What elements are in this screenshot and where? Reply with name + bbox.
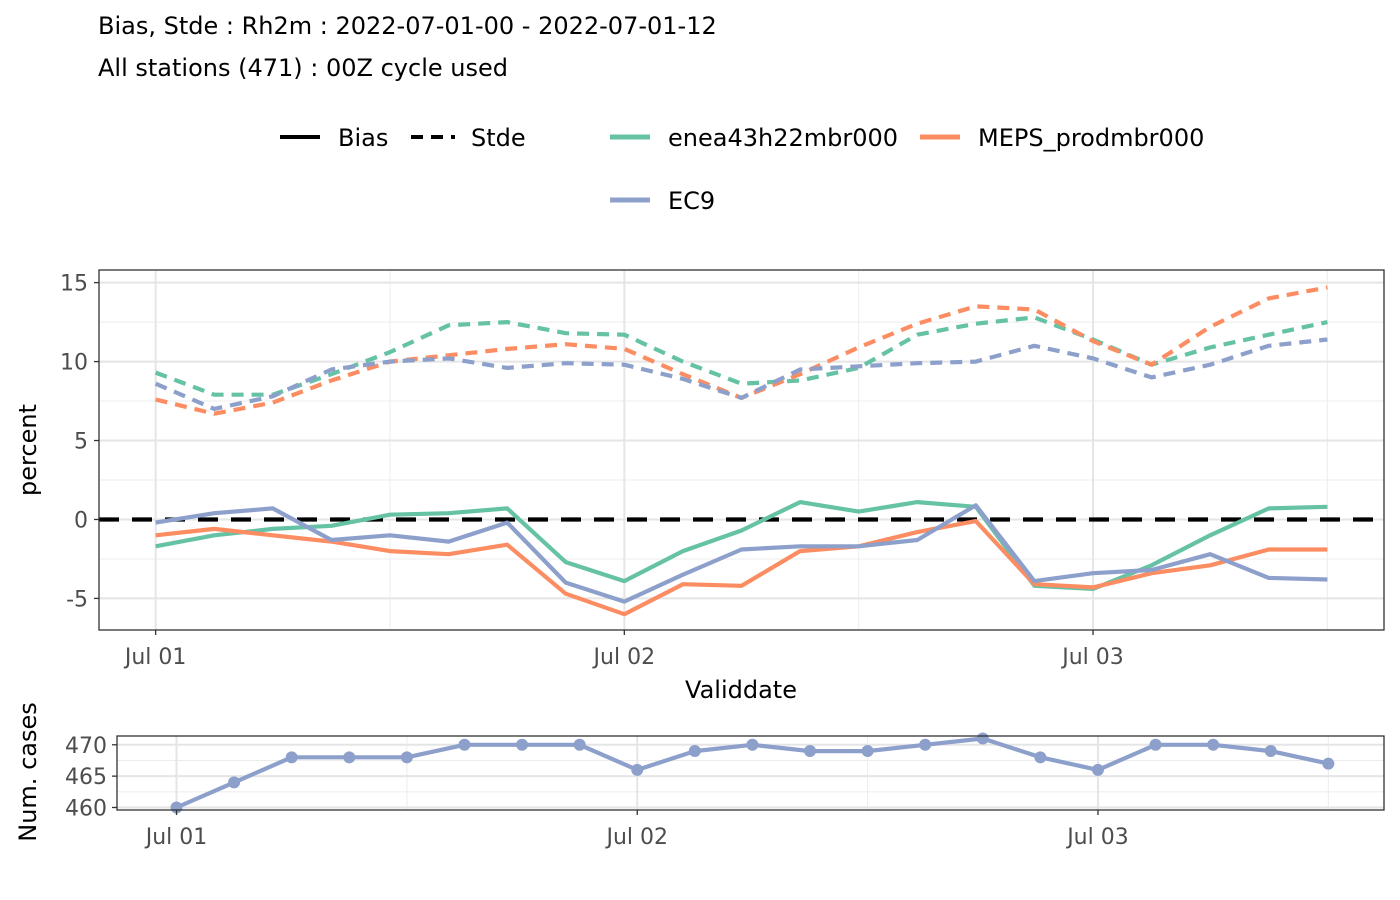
cases-plot-panel: 460 465 470 Jul 01 Jul 02 Jul 03 Num. cases (14, 702, 1385, 850)
cases-plot-border (116, 735, 1385, 811)
y-tick-label: 0 (74, 508, 88, 533)
legend-item-enea43h22mbr000: enea43h22mbr000 (610, 124, 898, 152)
main-x-axis: Jul 01 Jul 02 Jul 03 (123, 630, 1124, 670)
cases-point (516, 738, 529, 751)
legend-item-ec9: EC9 (610, 187, 715, 215)
chart-title: Bias, Stde : Rh2m : 2022-07-01-00 - 2022… (98, 12, 717, 40)
cases-x-axis: Jul 01 Jul 02 Jul 03 (144, 810, 1129, 850)
legend-item-meps-prodmbr000: MEPS_prodmbr000 (920, 124, 1204, 152)
cases-point (688, 745, 701, 758)
cases-point (573, 738, 586, 751)
bias-line-ec9 (155, 503, 1328, 604)
legend-item-bias: Bias (280, 124, 388, 152)
bias-line-meps-prodmbr000 (155, 519, 1328, 617)
cases-point (458, 738, 471, 751)
x-tick-label: Jul 02 (604, 825, 668, 850)
cases-point (919, 738, 932, 751)
cases-point (285, 751, 298, 764)
cases-point (1034, 751, 1047, 764)
cases-point (746, 738, 759, 751)
legend-label-bias: Bias (338, 124, 388, 152)
main-y-axis: -5 0 5 10 15 (60, 272, 99, 612)
cases-point (343, 751, 356, 764)
main-y-axis-title: percent (14, 404, 42, 496)
main-plot-background (99, 270, 1384, 630)
legend-label-meps-prodmbr000: MEPS_prodmbr000 (978, 124, 1204, 152)
y-tick-label: 15 (60, 272, 88, 297)
cases-point (976, 732, 989, 745)
x-tick-label: Jul 03 (1060, 645, 1124, 670)
cases-point (1091, 763, 1104, 776)
legend-label-ec9: EC9 (668, 187, 715, 215)
y-tick-label: 460 (65, 796, 107, 821)
cases-point (804, 745, 817, 758)
legend: Bias Stde enea43h22mbr000 MEPS_prodmbr00… (280, 124, 1204, 215)
main-x-axis-title: Validdate (685, 676, 797, 704)
x-tick-label: Jul 03 (1065, 825, 1129, 850)
cases-y-axis: 460 465 470 (65, 734, 117, 821)
cases-point (228, 776, 241, 789)
cases-point (400, 751, 413, 764)
x-tick-label: Jul 01 (144, 825, 208, 850)
cases-y-axis-title: Num. cases (14, 702, 42, 841)
legend-label-enea43h22mbr000: enea43h22mbr000 (668, 124, 898, 152)
y-tick-label: 465 (65, 765, 107, 790)
cases-point (1322, 757, 1335, 770)
y-tick-label: 5 (74, 430, 88, 455)
main-plot-panel: -5 0 5 10 15 Jul 01 Jul 02 Jul 03 Validdate pe… (14, 269, 1385, 704)
x-tick-label: Jul 02 (592, 645, 656, 670)
x-tick-label: Jul 01 (123, 645, 187, 670)
stde-line-ec9 (154, 337, 1328, 411)
cases-point (631, 763, 644, 776)
cases-point (861, 745, 874, 758)
y-tick-label: 470 (65, 734, 107, 759)
cases-point (1264, 745, 1277, 758)
main-series-lines (154, 285, 1328, 617)
cases-point (1149, 738, 1162, 751)
legend-item-stde: Stde (411, 124, 526, 152)
legend-label-stde: Stde (471, 124, 526, 152)
cases-point (1207, 738, 1220, 751)
main-plot-border (98, 269, 1385, 631)
y-tick-label: 10 (60, 351, 88, 376)
chart-subtitle: All stations (471) : 00Z cycle used (98, 54, 508, 82)
y-tick-label: -5 (66, 587, 88, 612)
